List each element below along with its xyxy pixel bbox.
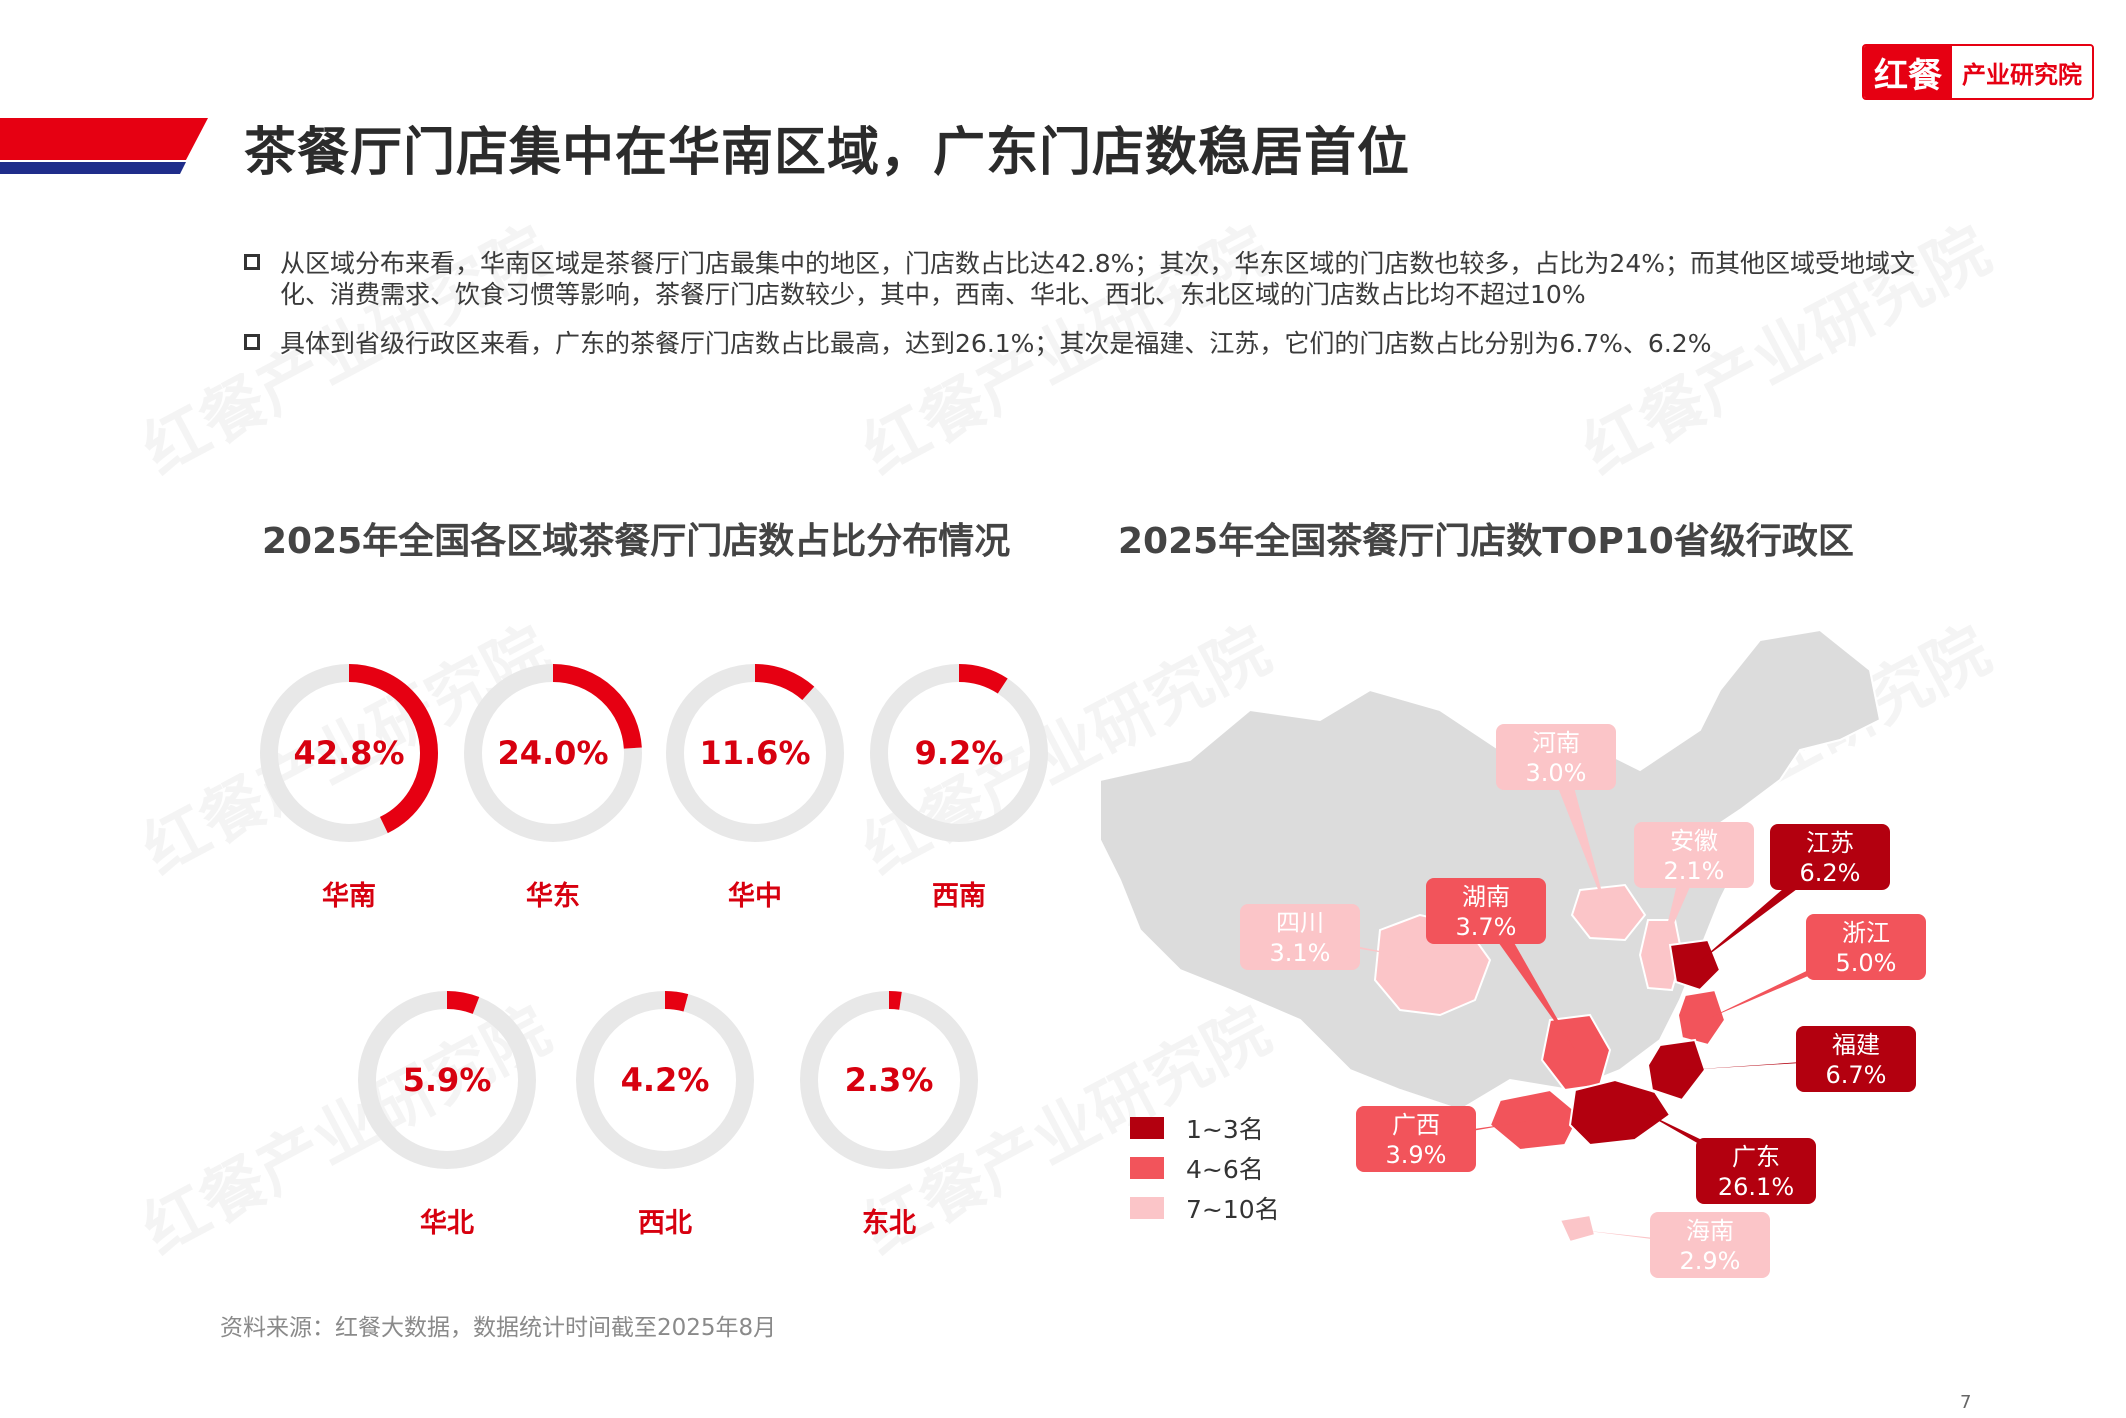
callout-value: 3.7% [1455,913,1517,941]
callout-value: 3.1% [1269,939,1331,967]
donut-category: 华南 [322,881,376,912]
legend-swatch [1130,1117,1164,1139]
province-fujian [1646,1038,1707,1102]
donut-6: 2.3% 东北 [794,985,984,1239]
donut-arc [666,664,844,842]
legend-item: 4~6名 [1130,1148,1280,1188]
donut-arc [800,991,978,1169]
source-note: 资料来源：红餐大数据，数据统计时间截至2025年8月 [220,1315,777,1341]
donut-category: 华北 [420,1208,474,1239]
callout-9: 安徽 2.1% [1634,822,1754,888]
callout-8: 海南 2.9% [1650,1212,1770,1278]
callout-value: 26.1% [1717,1173,1795,1201]
donut-category: 东北 [862,1208,916,1239]
donut-value: 24.0% [497,734,609,772]
callout-province: 河南 [1532,729,1580,757]
legend-item: 1~3名 [1130,1108,1280,1148]
donut-value: 4.2% [620,1061,710,1099]
page-number: 7 [1960,1392,1972,1413]
donut-category: 西北 [638,1208,692,1239]
donut-2: 11.6% 华中 [660,658,850,912]
donut-value: 9.2% [914,734,1004,772]
callout-value: 5.0% [1835,949,1897,977]
donut-0: 42.8% 华南 [254,658,444,912]
donut-value: 5.9% [402,1061,492,1099]
callout-5: 湖南 3.7% [1426,878,1546,944]
donut-arc [576,991,754,1169]
donut-value: 42.8% [293,734,405,772]
callout-0: 广东 26.1% [1696,1138,1816,1204]
province-henan [1570,883,1647,942]
map-legend: 1~3名 4~6名 7~10名 [1130,1108,1280,1228]
legend-label: 1~3名 [1186,1115,1264,1144]
bullet-item: 具体到省级行政区来看，广东的茶餐厅门店数占比最高，达到26.1%；其次是福建、江… [244,328,1924,359]
callout-province: 湖南 [1462,883,1510,911]
callout-4: 广西 3.9% [1356,1106,1476,1172]
callout-6: 四川 3.1% [1240,904,1360,970]
callout-2: 江苏 6.2% [1770,824,1890,890]
logo-mark: 红餐 [1864,46,1952,98]
donut-arc [870,664,1048,842]
callout-value: 2.1% [1663,857,1725,885]
donut-arc [260,664,438,842]
donut-4: 5.9% 华北 [352,985,542,1239]
donut-category: 华东 [526,881,580,912]
callout-province: 海南 [1686,1217,1734,1245]
brand-logo: 红餐 产业研究院 [1862,44,2094,100]
legend-swatch [1130,1197,1164,1219]
square-bullet-icon [244,334,260,350]
header-accent-bar [0,118,208,174]
bullet-item: 从区域分布来看，华南区域是茶餐厅门店最集中的地区，门店数占比达42.8%；其次，… [244,248,1924,310]
donut-category: 华中 [728,881,782,912]
legend-item: 7~10名 [1130,1188,1280,1228]
logo-text: 产业研究院 [1952,46,2092,98]
callout-value: 3.0% [1525,759,1587,787]
square-bullet-icon [244,254,260,270]
china-map [1099,628,1882,1245]
province-zhejiang [1676,988,1727,1047]
page-title: 茶餐厅门店集中在华南区域，广东门店数稳居首位 [244,123,1411,183]
callout-province: 广西 [1392,1111,1440,1139]
donut-category: 西南 [932,881,986,912]
bullet-text: 具体到省级行政区来看，广东的茶餐厅门店数占比最高，达到26.1%；其次是福建、江… [280,329,1712,358]
callout-7: 河南 3.0% [1496,724,1616,790]
callout-value: 3.9% [1385,1141,1447,1169]
callout-value: 6.2% [1799,859,1861,887]
map-chart-title: 2025年全国茶餐厅门店数TOP10省级行政区 [1118,521,1854,562]
donut-arc [464,664,642,842]
callout-value: 6.7% [1825,1061,1887,1089]
callout-province: 江苏 [1806,829,1854,857]
donut-1: 24.0% 华东 [458,658,648,912]
callout-province: 广东 [1732,1143,1780,1171]
callout-1: 福建 6.7% [1796,1026,1916,1092]
donut-value: 11.6% [699,734,811,772]
province-guangdong [1568,1078,1672,1147]
legend-label: 7~10名 [1186,1195,1280,1224]
province-hainan [1558,1213,1597,1244]
summary-bullets: 从区域分布来看，华南区域是茶餐厅门店最集中的地区，门店数占比达42.8%；其次，… [244,248,1924,377]
callout-province: 福建 [1832,1031,1880,1059]
legend-swatch [1130,1157,1164,1179]
donut-value: 2.3% [844,1061,934,1099]
callout-value: 2.9% [1679,1247,1741,1275]
callout-province: 安徽 [1670,827,1718,855]
callout-province: 浙江 [1842,919,1890,947]
china-map-base [1099,628,1882,1112]
callout-province: 四川 [1276,909,1324,937]
donut-5: 4.2% 西北 [570,985,760,1239]
donut-3: 9.2% 西南 [864,658,1054,912]
legend-label: 4~6名 [1186,1155,1264,1184]
donut-chart-title: 2025年全国各区域茶餐厅门店数占比分布情况 [262,521,1011,562]
callout-leader [1476,911,1575,1050]
callout-leader [1546,757,1608,915]
bullet-text: 从区域分布来看，华南区域是茶餐厅门店最集中的地区，门店数占比达42.8%；其次，… [280,249,1915,309]
donut-arc [358,991,536,1169]
callout-3: 浙江 5.0% [1806,914,1926,980]
